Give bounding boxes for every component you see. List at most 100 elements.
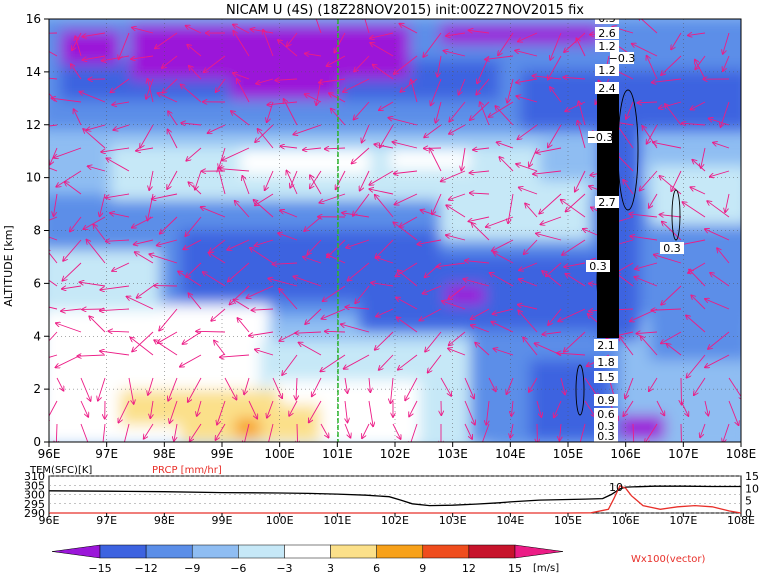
wind-vector [157, 239, 178, 245]
wind-vector [464, 400, 475, 425]
wind-vector [515, 50, 538, 57]
wind-vector [201, 207, 226, 218]
wind-vector [463, 279, 490, 287]
wind-vector [71, 64, 82, 80]
wind-vector [346, 239, 370, 248]
y-tick-label: 10 [26, 171, 41, 185]
y-tick-label: 8 [33, 224, 41, 238]
wind-vector [323, 285, 346, 301]
wind-vector [325, 148, 346, 149]
x-tick-label: 98E [153, 447, 176, 461]
wind-vector [405, 377, 418, 400]
right-tick-label: 15 [745, 470, 759, 483]
wind-vector [208, 252, 226, 264]
wind-vector [575, 170, 586, 192]
wind-vector [649, 377, 658, 391]
contours [575, 89, 681, 416]
colorbar-tick-label: 6 [373, 562, 380, 575]
wind-vector [249, 331, 274, 336]
wind-vector [244, 377, 250, 394]
contour-label: 0.3 [586, 260, 610, 273]
wind-vector [710, 170, 730, 177]
wind-vector [305, 308, 322, 324]
wind-vector [480, 102, 490, 126]
wind-vector [379, 101, 394, 110]
wind-vector [327, 255, 346, 264]
line-x-tick-label: 97E [96, 514, 117, 527]
wind-vector [516, 96, 538, 103]
precip-column [597, 90, 619, 338]
wind-vector [554, 400, 562, 417]
wind-vector [49, 167, 58, 172]
wind-vector [542, 332, 562, 334]
wind-vector [682, 123, 706, 125]
wind-vector [56, 170, 82, 187]
wind-vector [353, 193, 370, 216]
x-tick-label: 99E [211, 447, 234, 461]
wind-vector [51, 98, 82, 103]
contour-labels: 0.32.61.2−0.31.22.4−0.32.70.30.32.11.81.… [586, 19, 684, 443]
wind-vector [93, 225, 106, 241]
wind-vector [204, 55, 226, 72]
wind-vector [519, 262, 538, 270]
wind-vector [394, 171, 418, 174]
wind-vector [186, 262, 202, 277]
wind-vector [661, 55, 682, 75]
line-x-tick-label: 105E [554, 514, 582, 527]
wind-vector [432, 193, 442, 214]
wind-vector [691, 295, 706, 310]
wind-vector [410, 423, 418, 442]
wind-vector [113, 124, 130, 130]
wind-vector [507, 78, 514, 103]
contour-label: −0.3 [609, 52, 635, 65]
wind-vector [449, 101, 466, 122]
svg-text:0.3: 0.3 [597, 430, 615, 443]
wind-vector [137, 285, 154, 298]
wind-vector [309, 400, 322, 422]
wind-vector [268, 278, 298, 287]
contour-label: 0.3 [594, 430, 618, 443]
x-tick-label: 105E [553, 447, 584, 461]
wind-vector [286, 171, 298, 195]
wind-vector [295, 332, 322, 333]
wind-vector [112, 262, 130, 271]
wind-vector [215, 423, 226, 440]
colorbar-segment [145, 544, 193, 559]
wind-vector [493, 308, 514, 314]
wind-vector [56, 323, 82, 333]
wind-vector [728, 400, 739, 425]
wind-vector [576, 38, 586, 57]
wind-vector [49, 306, 58, 310]
wind-vector [489, 101, 514, 117]
wind-vector [641, 336, 658, 356]
wind-vector [470, 101, 490, 120]
wind-vector [632, 44, 658, 57]
wind-vector [419, 308, 442, 321]
colorbar-tick-label: −9 [184, 562, 200, 575]
wind-vector [345, 400, 347, 422]
wind-vector [155, 32, 178, 48]
wind-vector [694, 377, 706, 395]
wind-vector [626, 101, 634, 119]
y-tick-label: 4 [33, 329, 41, 343]
wind-vector [584, 400, 595, 417]
prcp-series-line [49, 485, 742, 514]
svg-text:0.3: 0.3 [589, 260, 607, 273]
wind-vector [476, 78, 490, 95]
wind-vector [437, 55, 442, 77]
wind-vector [370, 43, 394, 57]
wind-vector [661, 285, 682, 305]
wind-vector [160, 216, 178, 234]
wind-vector [186, 26, 202, 34]
colorbar-segment [468, 544, 516, 559]
wind-vector [506, 377, 514, 394]
wind-vector [464, 423, 472, 439]
wind-vector [430, 148, 442, 172]
wind-vector [688, 33, 706, 35]
wind-vector [135, 252, 154, 264]
wind-vector [89, 316, 106, 333]
wind-vector [49, 216, 58, 221]
wind-vector [132, 331, 154, 351]
wind-vector [341, 324, 370, 333]
svg-text:1.5: 1.5 [597, 371, 615, 384]
